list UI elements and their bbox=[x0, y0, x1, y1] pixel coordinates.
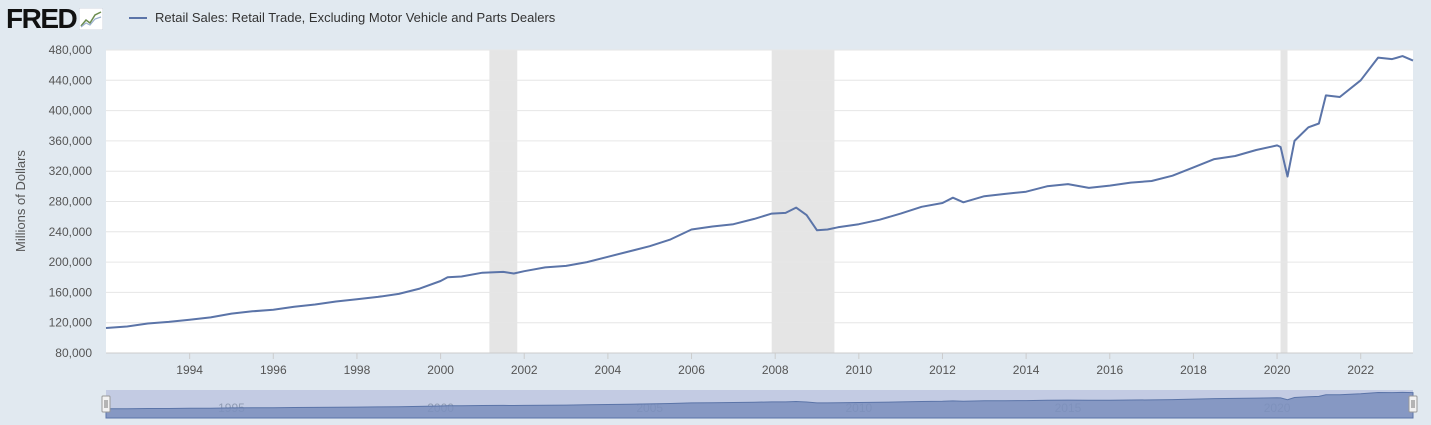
y-tick-label: 280,000 bbox=[49, 195, 93, 209]
x-tick-label: 2010 bbox=[845, 363, 872, 377]
y-axis-title: Millions of Dollars bbox=[13, 150, 28, 252]
x-tick-label: 2008 bbox=[762, 363, 789, 377]
navigator-right-handle[interactable] bbox=[1408, 395, 1418, 413]
x-tick-label: 2004 bbox=[595, 363, 622, 377]
x-tick-label: 2006 bbox=[678, 363, 705, 377]
y-axis: 80,000 120,000 160,000 200,000 240,000 280,00… bbox=[49, 43, 93, 360]
navigator-left-handle[interactable] bbox=[101, 395, 111, 413]
y-tick-label: 320,000 bbox=[49, 164, 93, 178]
y-tick-label: 440,000 bbox=[49, 73, 93, 87]
legend-swatch bbox=[129, 16, 147, 19]
x-tick-label: 2016 bbox=[1096, 363, 1123, 377]
x-tick-label: 1994 bbox=[176, 363, 203, 377]
navigator-area bbox=[105, 391, 1414, 419]
x-axis: 1994 1996 1998 2000 2002 2004 2006 2008 2010 2012… bbox=[106, 352, 1413, 377]
fred-logo[interactable]: FRED bbox=[6, 3, 104, 34]
x-tick-label: 2012 bbox=[929, 363, 956, 377]
x-tick-label: 2022 bbox=[1347, 363, 1374, 377]
range-navigator[interactable]: 199520002005201020152020 bbox=[101, 390, 1418, 419]
x-tick-label: 2002 bbox=[511, 363, 538, 377]
x-tick-label: 2018 bbox=[1180, 363, 1207, 377]
y-tick-label: 160,000 bbox=[49, 285, 93, 299]
logo-text: FRED bbox=[6, 3, 78, 34]
y-tick-label: 80,000 bbox=[55, 346, 92, 360]
x-tick-label: 2020 bbox=[1264, 363, 1291, 377]
y-tick-label: 360,000 bbox=[49, 134, 93, 148]
x-tick-label: 2014 bbox=[1013, 363, 1040, 377]
y-tick-label: 200,000 bbox=[49, 255, 93, 269]
y-tick-label: 120,000 bbox=[49, 316, 93, 330]
y-tick-label: 240,000 bbox=[49, 225, 93, 239]
x-tick-label: 2000 bbox=[427, 363, 454, 377]
trend-chart-icon bbox=[79, 8, 104, 30]
chart-legend[interactable]: Retail Sales: Retail Trade, Excluding Mo… bbox=[129, 10, 555, 25]
series-line bbox=[105, 55, 1414, 329]
chart-header: FRED Retail Sales: Retail Trade, Excludi… bbox=[0, 0, 1431, 40]
y-tick-label: 400,000 bbox=[49, 104, 93, 118]
x-tick-label: 1996 bbox=[260, 363, 287, 377]
legend-label: Retail Sales: Retail Trade, Excluding Mo… bbox=[155, 10, 556, 25]
y-tick-label: 480,000 bbox=[49, 43, 93, 57]
x-tick-label: 1998 bbox=[344, 363, 371, 377]
series-group bbox=[105, 55, 1414, 329]
